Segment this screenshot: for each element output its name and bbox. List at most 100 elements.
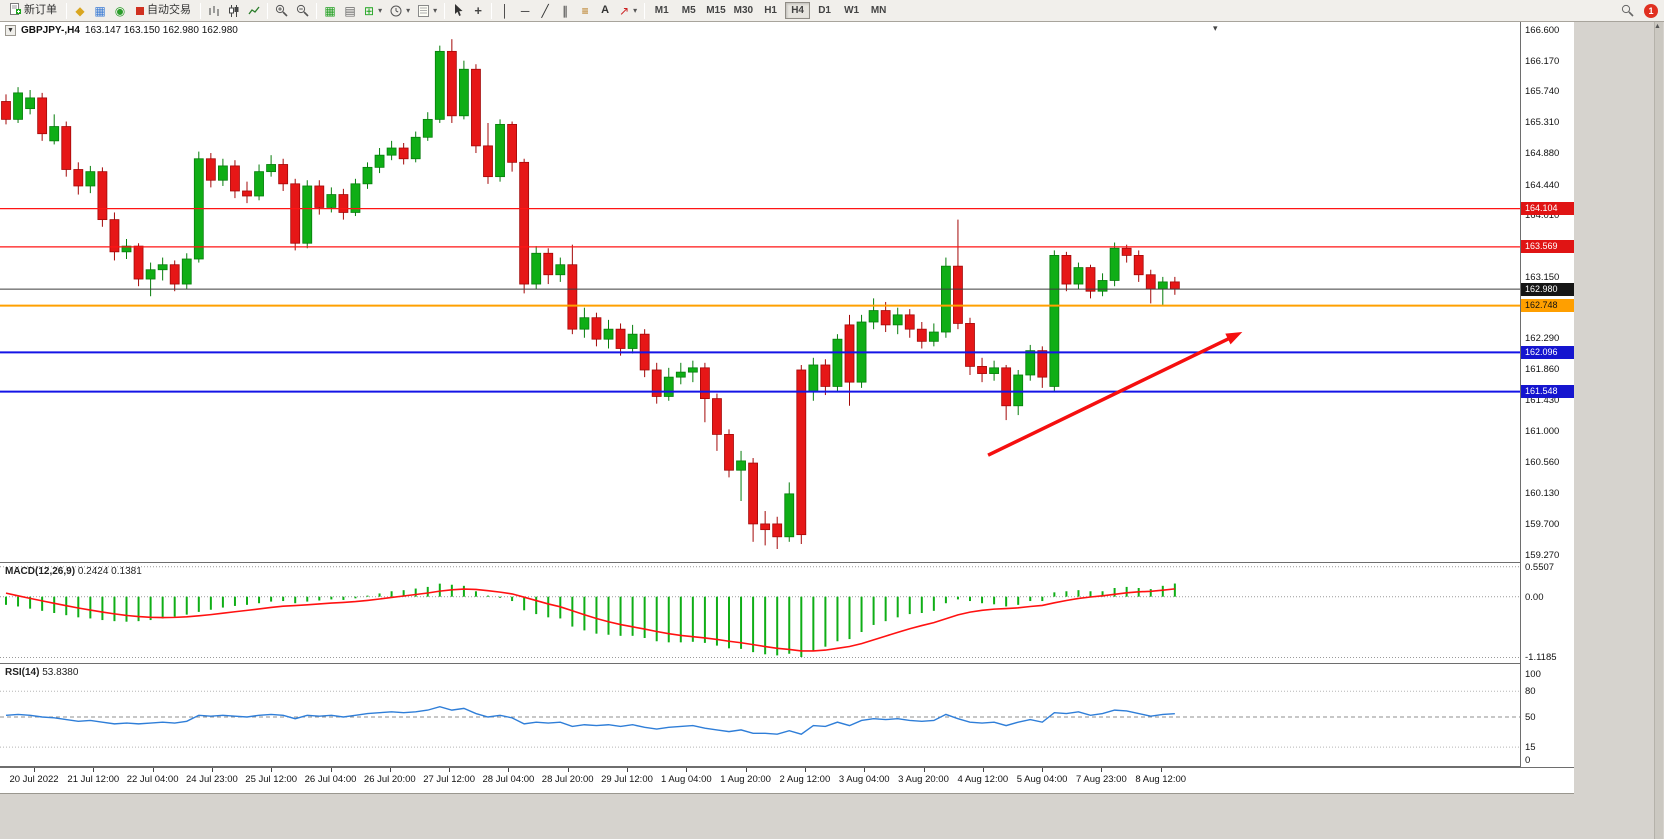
macd-scale-label: 0.00 <box>1525 591 1544 603</box>
time-axis-label: 4 Aug 12:00 <box>957 774 1009 785</box>
chevron-down-icon: ▾ <box>378 5 383 15</box>
rsi-scale-label: 100 <box>1525 669 1541 680</box>
fibonacci-icon: ≡ <box>581 3 589 18</box>
panel-separator[interactable] <box>0 562 1574 563</box>
tf-mn-button[interactable]: MN <box>870 5 887 16</box>
time-axis-tick <box>1101 768 1103 772</box>
time-axis-label: 29 Jul 12:00 <box>601 774 653 785</box>
tile-windows-icon: ▦ <box>324 3 336 18</box>
rsi-scale-label: 0 <box>1525 755 1531 766</box>
line-chart-icon <box>248 6 260 14</box>
time-axis-tick <box>1042 768 1044 772</box>
data-window-button[interactable]: ◉ <box>110 1 130 20</box>
panel-separator[interactable] <box>0 766 1574 767</box>
rsi-line <box>5 705 1175 735</box>
trendline-tool-button[interactable]: ╱ <box>535 1 555 20</box>
zoom-in-icon <box>275 4 288 17</box>
main-toolbar: 新订单 ◆ ▦ ◉ 自动交易 ▦ ▤ ⊞ ▾ <box>0 0 1664 22</box>
rsi-label: RSI(14) 53.8380 <box>5 667 79 678</box>
auto-trading-button[interactable]: 自动交易 <box>130 1 197 20</box>
candlestick-mode-button[interactable] <box>224 1 244 20</box>
toolbar-separator <box>491 2 493 19</box>
rsi-scale-label: 50 <box>1525 712 1536 723</box>
right-gutter: ▲ <box>1574 22 1664 839</box>
template-icon <box>418 4 430 17</box>
fibonacci-tool-button[interactable]: ≡ <box>575 1 595 20</box>
toolbar-separator <box>644 2 646 19</box>
time-axis-label: 26 Jul 20:00 <box>363 774 416 785</box>
price-scale-label: 165.310 <box>1525 117 1560 129</box>
time-axis-tick <box>864 768 866 772</box>
crosshair-tool-button[interactable]: + <box>468 1 488 20</box>
vertical-line-icon: │ <box>501 3 509 18</box>
time-axis-tick <box>449 768 451 772</box>
template-button[interactable]: ▾ <box>414 1 441 20</box>
tf-d1-button[interactable]: D1 <box>818 5 831 16</box>
tf-m5-button[interactable]: M5 <box>681 5 696 16</box>
arrow-tool-icon: ↗ <box>619 3 630 18</box>
scroll-up-icon[interactable]: ▲ <box>1654 23 1661 30</box>
horizontal-line-tool-button[interactable]: ─ <box>515 1 535 20</box>
channel-tool-button[interactable]: ∥ <box>555 1 575 20</box>
ohlc-values: 163.147 163.150 162.980 162.980 <box>84 25 238 36</box>
trend-arrow[interactable] <box>987 333 1236 457</box>
symbol-title: GBPJPY-,H4 <box>21 25 80 36</box>
tf-m15-button[interactable]: M15 <box>706 5 726 16</box>
chart-shift-marker[interactable]: ▾ <box>1213 23 1218 33</box>
clock-icon <box>390 5 402 16</box>
search-button[interactable] <box>1617 1 1638 20</box>
crosshair-icon: + <box>474 3 482 18</box>
time-axis[interactable]: 20 Jul 2022 21 Jul 12:00 22 Jul 04:00 24 Ju… <box>0 767 1574 793</box>
bar-chart-mode-button[interactable] <box>204 1 224 20</box>
text-tool-button[interactable]: A <box>595 1 615 20</box>
zoom-out-button[interactable] <box>292 1 313 20</box>
panel-separator[interactable] <box>0 663 1574 664</box>
time-axis-label: 7 Aug 23:00 <box>1076 774 1127 785</box>
collapse-panel-button[interactable]: ▼ <box>5 25 16 36</box>
price-scale-label: 160.560 <box>1525 457 1560 469</box>
price-axis[interactable]: 166.600 166.170 165.740 165.310 164.880 164.4… <box>1520 22 1574 793</box>
price-scale-label: 162.290 <box>1525 333 1560 345</box>
time-axis-tick <box>982 768 984 772</box>
bottom-strip <box>0 793 1574 839</box>
tile-windows-button[interactable]: ▦ <box>320 1 340 20</box>
horizontal-line-icon: ─ <box>520 3 530 18</box>
vertical-line-tool-button[interactable]: │ <box>495 1 515 20</box>
time-axis-tick <box>271 768 273 772</box>
time-axis-tick <box>686 768 688 772</box>
tf-h1-button[interactable]: H1 <box>764 5 777 16</box>
add-indicator-icon: ⊞ <box>364 3 375 18</box>
toolbar-separator <box>316 2 317 19</box>
arrows-tool-button[interactable]: ↗ ▾ <box>615 1 641 20</box>
tf-m1-button[interactable]: M1 <box>654 5 669 16</box>
trend-arrow-head[interactable] <box>1225 332 1243 345</box>
tf-h4-button[interactable]: H4 <box>785 2 811 19</box>
new-order-icon <box>10 3 21 18</box>
chevron-down-icon: ▾ <box>433 5 438 15</box>
notification-badge[interactable]: 1 <box>1644 3 1658 18</box>
time-axis-tick <box>1160 768 1162 772</box>
time-axis-tick <box>508 768 510 772</box>
add-indicator-button[interactable]: ⊞ ▾ <box>360 1 386 20</box>
auto-arrange-button[interactable]: ▤ <box>340 1 360 20</box>
zoom-in-button[interactable] <box>271 1 292 20</box>
price-scale-label: 164.440 <box>1525 179 1560 191</box>
tf-w1-button[interactable]: W1 <box>844 5 860 16</box>
cursor-tool-button[interactable] <box>448 1 468 20</box>
market-watch-button[interactable]: ▦ <box>90 1 110 20</box>
time-axis-label: 3 Aug 20:00 <box>898 774 949 785</box>
new-order-button[interactable]: 新订单 <box>4 1 63 20</box>
price-scale-label: 159.700 <box>1525 518 1560 530</box>
price-scale-label: 161.000 <box>1525 425 1560 437</box>
tf-m30-button[interactable]: M30 <box>733 5 754 16</box>
time-axis-label: 3 Aug 04:00 <box>838 774 890 785</box>
profile-button[interactable]: ◆ <box>70 1 90 20</box>
toolbar-separator <box>267 2 268 19</box>
time-axis-tick <box>923 768 925 772</box>
price-scale-label: 166.600 <box>1525 24 1560 36</box>
period-selector-button[interactable]: ▾ <box>386 1 414 20</box>
vertical-scrollbar[interactable]: ▲ <box>1654 22 1663 839</box>
line-chart-mode-button[interactable] <box>244 1 264 20</box>
time-axis-label: 27 Jul 12:00 <box>423 774 475 785</box>
